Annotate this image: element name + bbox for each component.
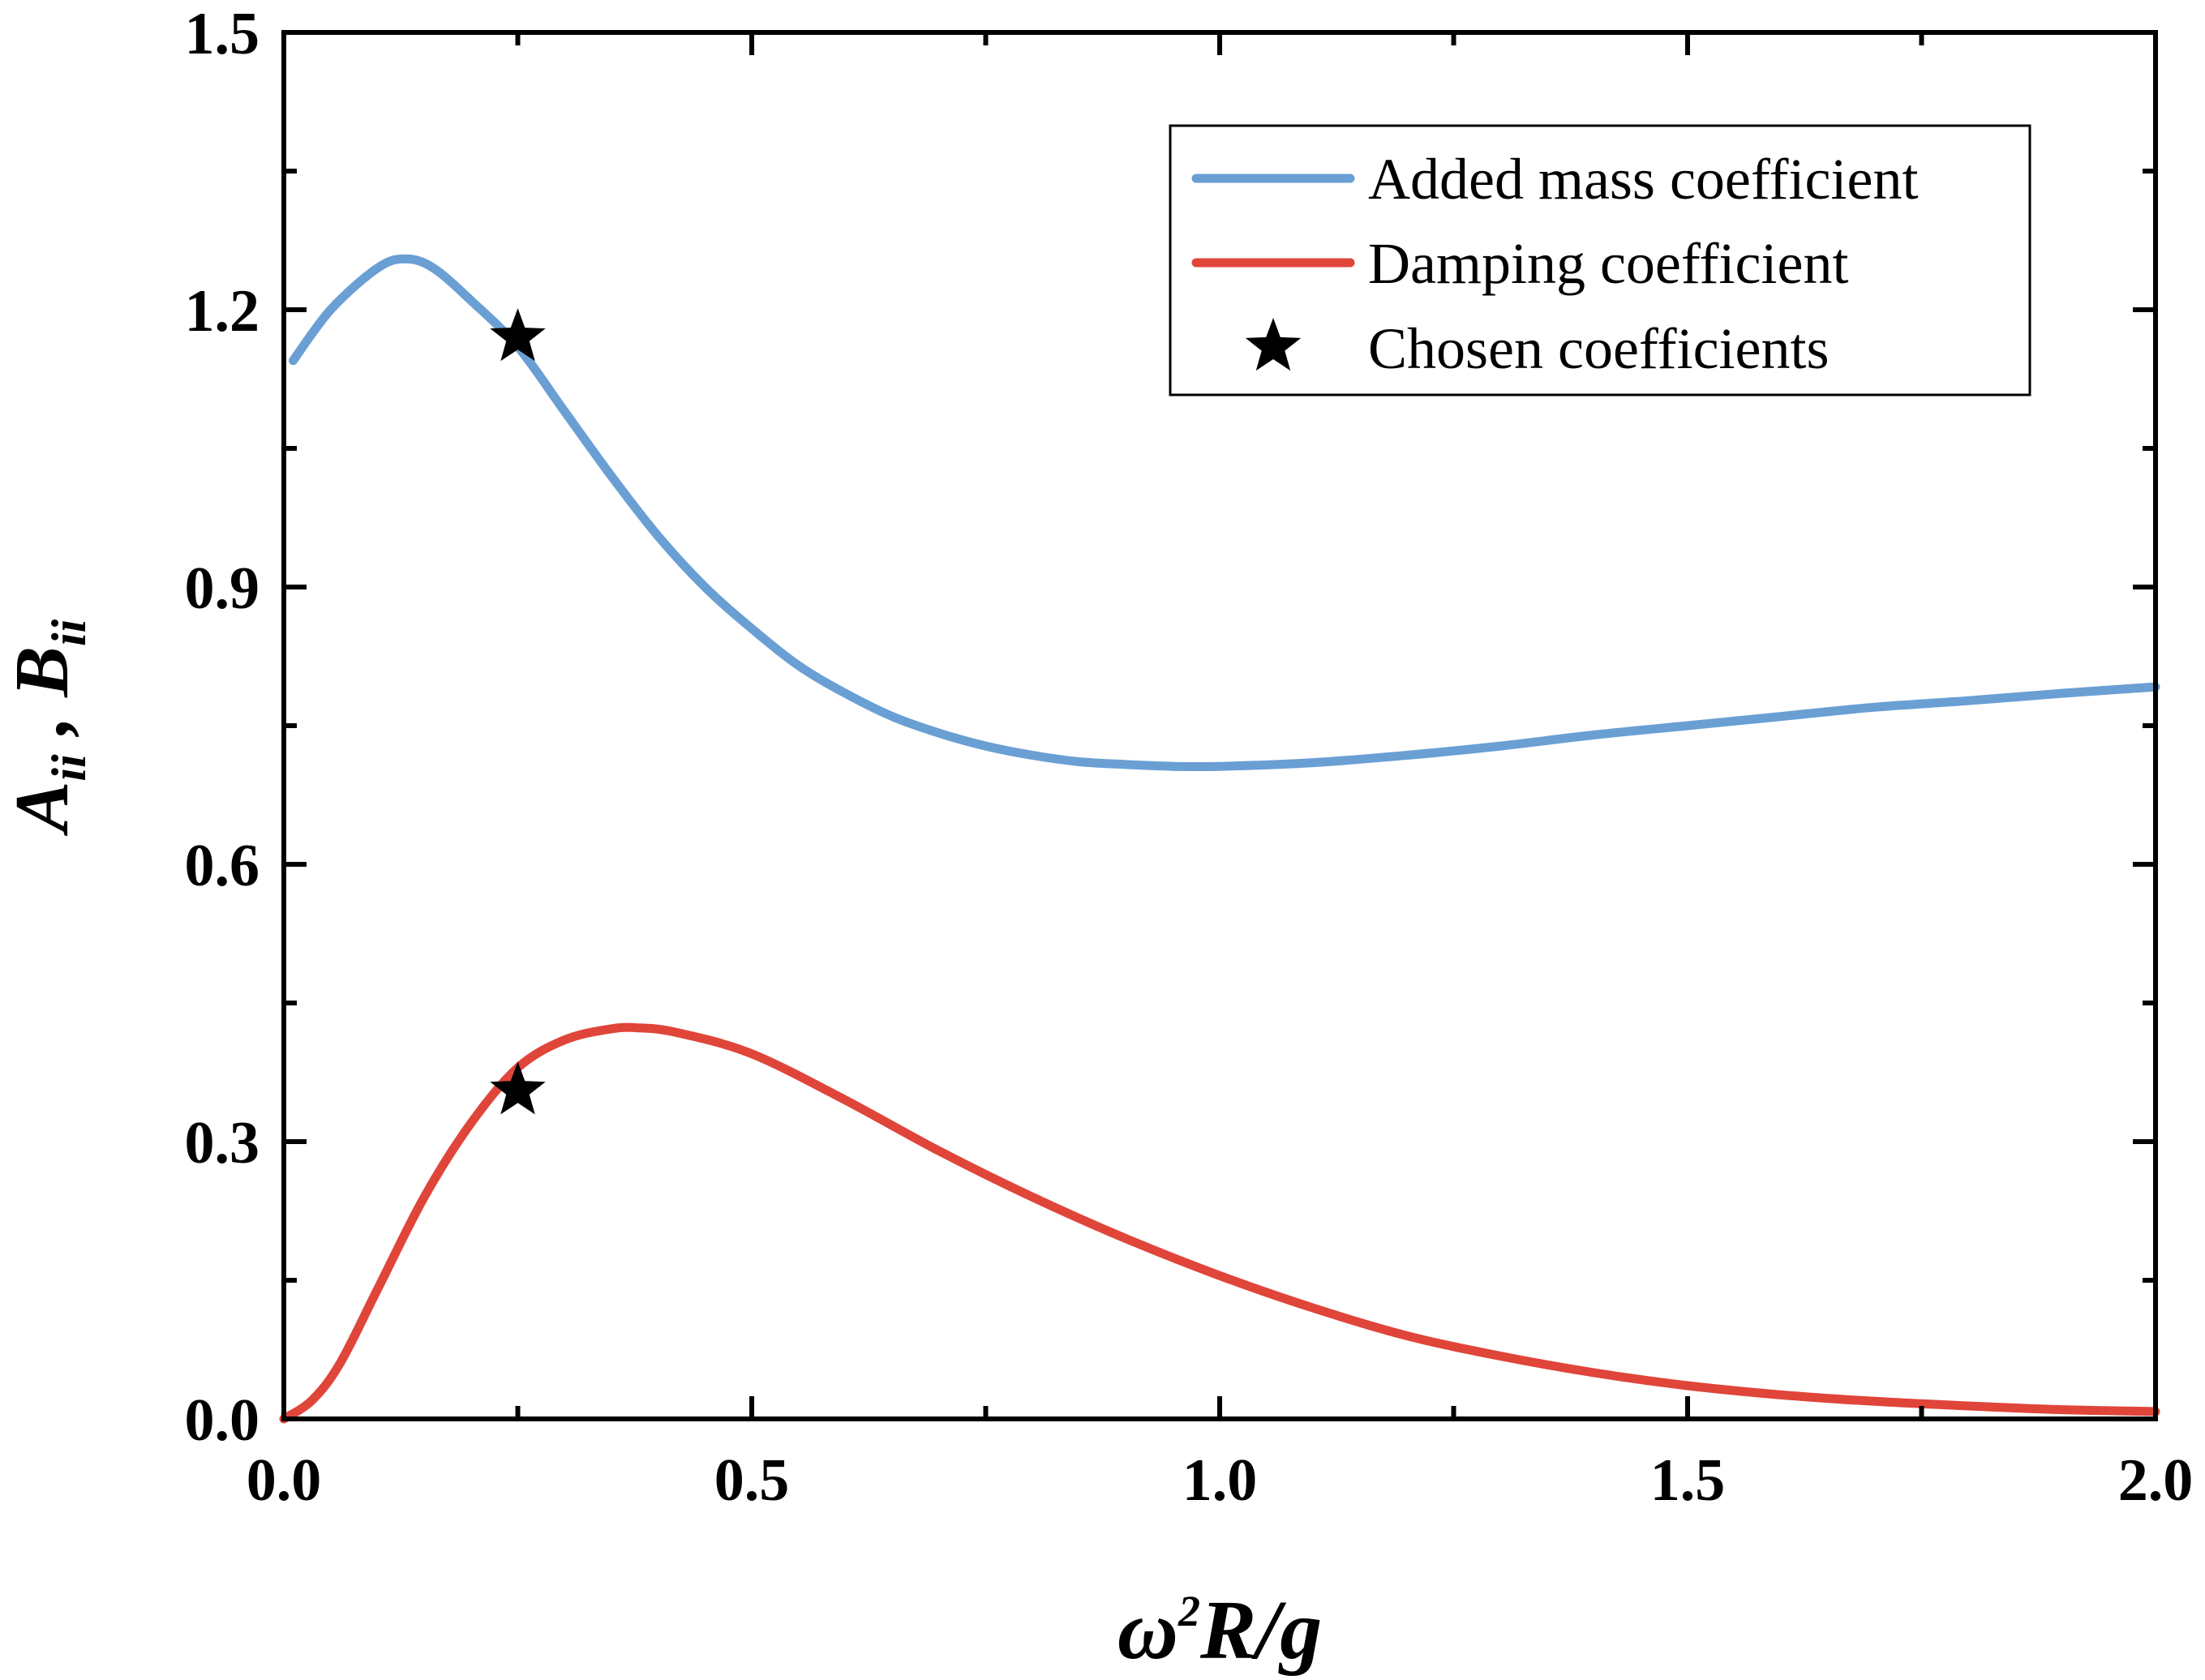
chosen-star-0	[490, 308, 546, 362]
legend-star-icon	[1245, 318, 1302, 371]
legend-label-damping: Damping coefficient	[1368, 231, 1848, 296]
y-tick-label: 0.6	[185, 833, 260, 899]
chosen-star-1	[490, 1061, 546, 1115]
x-axis-title-base: ω	[1118, 1584, 1178, 1677]
legend-label-added-mass: Added mass coefficient	[1368, 147, 1918, 212]
series-line-added-mass	[289, 254, 2160, 772]
x-tick-label: 2.0	[2118, 1447, 2194, 1514]
y-axis-title-sep: ,	[0, 697, 84, 755]
y-tick-label: 0.9	[185, 555, 260, 622]
x-axis-title-sup: 2	[1178, 1587, 1200, 1635]
legend: Added mass coefficient Damping coefficie…	[1169, 124, 2031, 396]
x-tick-label: 1.0	[1182, 1447, 1258, 1514]
series-line-damping	[279, 1022, 2160, 1424]
x-axis-title: ω2R/g	[1118, 1584, 1322, 1677]
series-layer	[279, 254, 2160, 1424]
y-tick-label: 1.2	[185, 278, 260, 345]
tick-labels-layer: 0.0 0.5 1.0 1.5 2.0 0.0 0.3 0.6 0.9 1.2 1.5	[185, 1, 2194, 1514]
x-tick-label: 0.5	[714, 1447, 790, 1514]
y-axis-title-a: A	[0, 782, 84, 837]
y-tick-label: 0.0	[185, 1387, 260, 1454]
y-axis-title: Aii , Bii	[0, 619, 96, 836]
y-axis-title-b-sub: ii	[42, 619, 96, 646]
x-tick-label: 1.5	[1650, 1447, 1726, 1514]
x-tick-label: 0.0	[247, 1447, 322, 1514]
y-tick-label: 1.5	[185, 1, 260, 67]
x-axis-title-rest: R/g	[1199, 1584, 1322, 1677]
y-axis-title-b: B	[0, 646, 84, 698]
ticks-layer	[281, 30, 2158, 1421]
y-tick-label: 0.3	[185, 1110, 260, 1176]
legend-label-chosen: Chosen coefficients	[1368, 316, 1830, 381]
y-axis-title-a-sub: ii	[42, 754, 96, 782]
markers-layer	[490, 308, 546, 1115]
